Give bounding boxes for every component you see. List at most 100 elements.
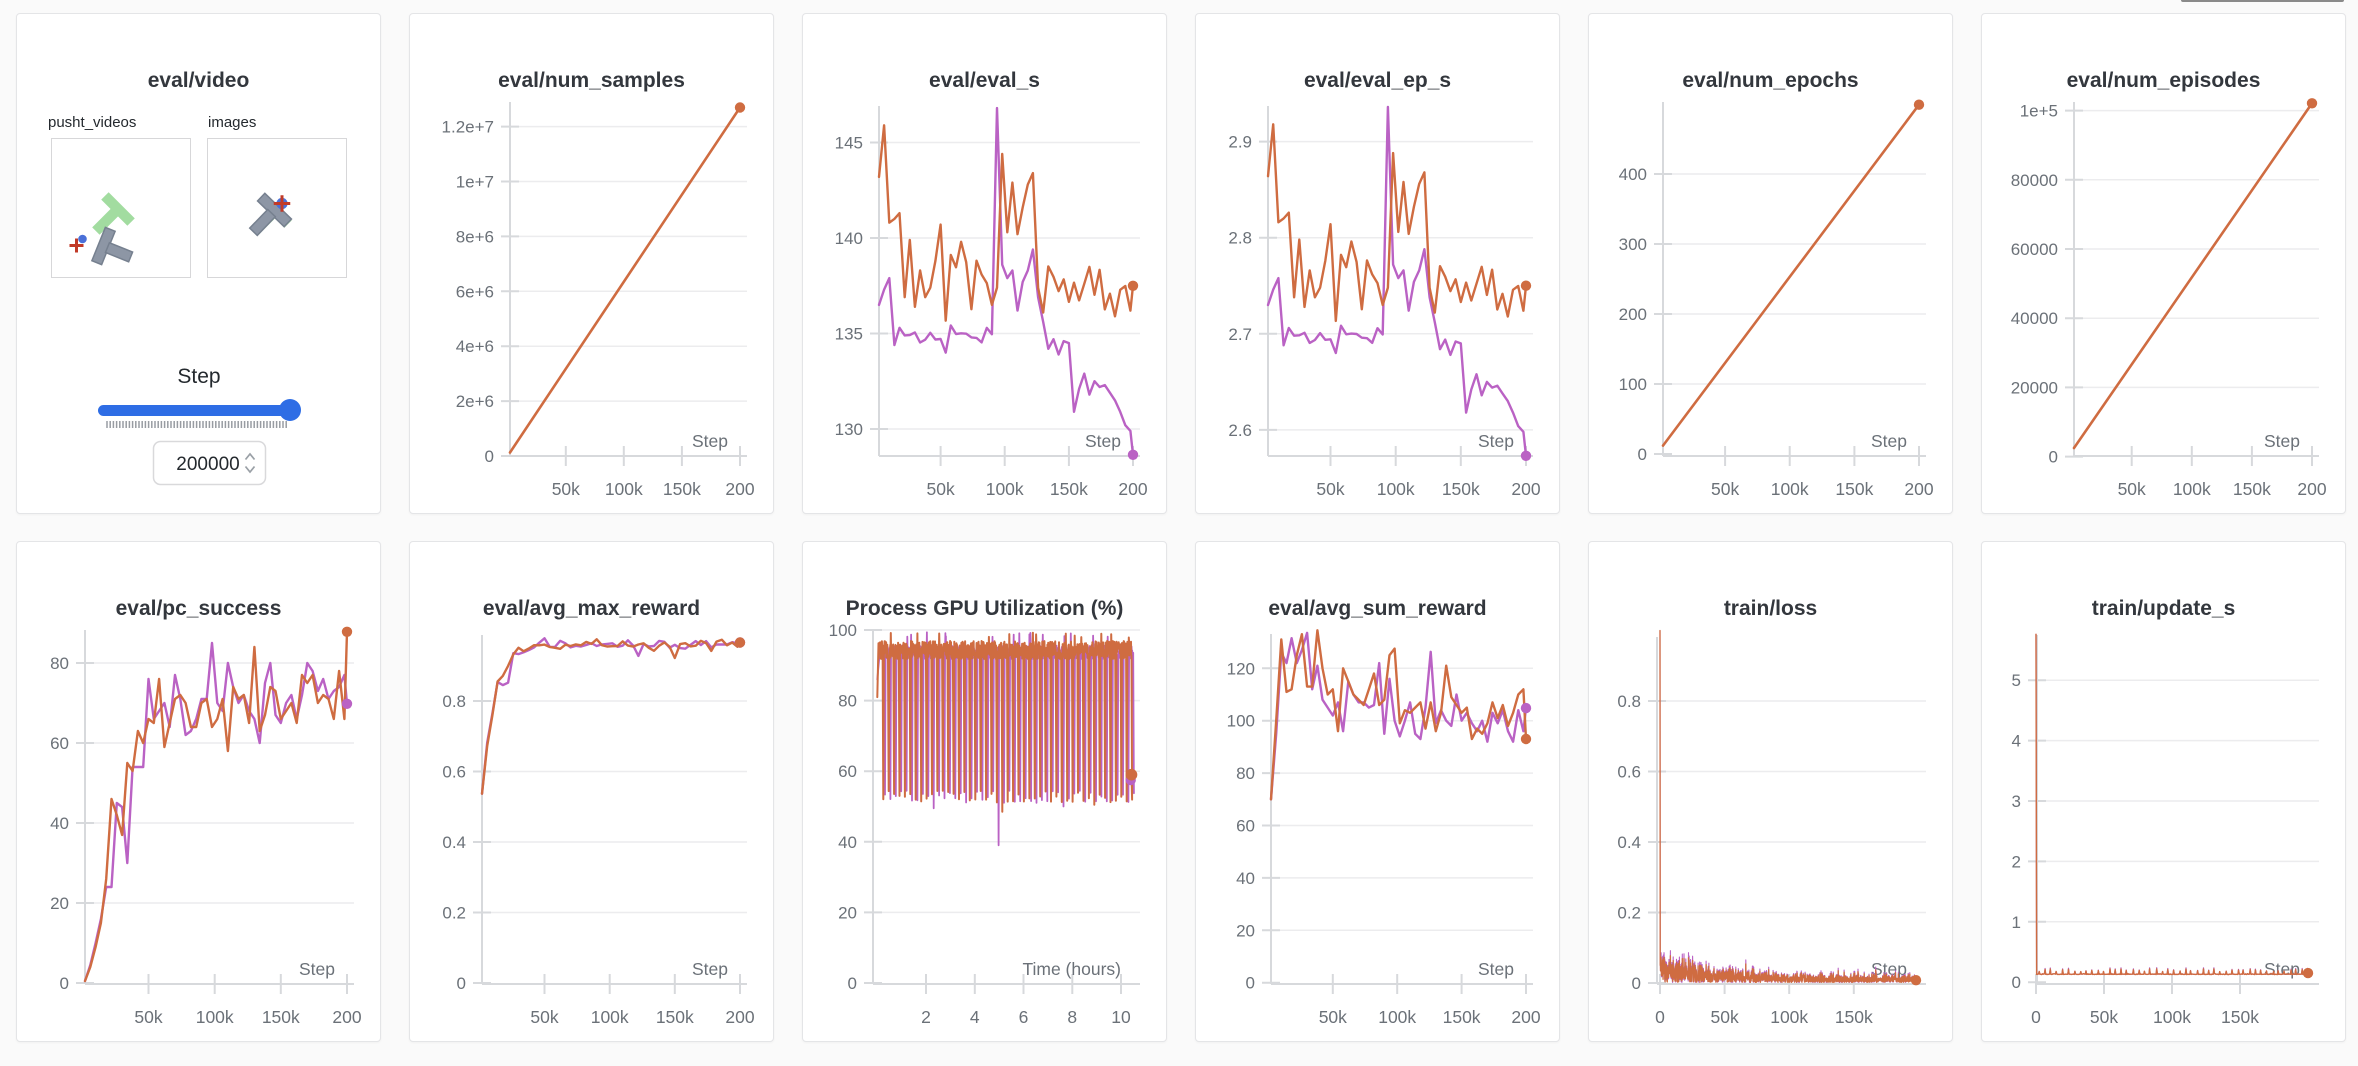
svg-text:0: 0	[1638, 445, 1647, 464]
svg-text:0.4: 0.4	[1617, 833, 1641, 852]
svg-text:0: 0	[1632, 974, 1641, 993]
svg-text:5: 5	[2012, 671, 2021, 690]
svg-text:145: 145	[835, 134, 863, 153]
svg-text:8e+6: 8e+6	[456, 227, 494, 246]
svg-text:Step: Step	[2264, 431, 2300, 451]
svg-text:1e+7: 1e+7	[456, 173, 494, 192]
svg-text:150k: 150k	[262, 1007, 300, 1027]
svg-text:images: images	[208, 114, 256, 131]
svg-text:100k: 100k	[591, 1007, 629, 1027]
svg-text:50k: 50k	[1319, 1007, 1347, 1027]
svg-text:200: 200	[725, 1007, 754, 1027]
svg-text:0.2: 0.2	[1617, 904, 1641, 923]
svg-text:6: 6	[1019, 1007, 1029, 1027]
svg-text:60: 60	[838, 762, 857, 781]
svg-text:0: 0	[457, 974, 466, 993]
svg-text:3: 3	[2012, 792, 2021, 811]
svg-text:50k: 50k	[552, 479, 580, 499]
svg-text:100k: 100k	[986, 479, 1024, 499]
svg-text:Step: Step	[692, 431, 728, 451]
svg-text:8: 8	[1067, 1007, 1077, 1027]
svg-text:1.2e+7: 1.2e+7	[442, 118, 494, 137]
svg-text:100k: 100k	[1378, 1007, 1416, 1027]
svg-text:Process GPU Utilization (%): Process GPU Utilization (%)	[846, 597, 1124, 620]
svg-text:80: 80	[50, 654, 69, 673]
svg-text:100k: 100k	[2173, 479, 2211, 499]
svg-text:50k: 50k	[2090, 1007, 2118, 1027]
svg-text:Step: Step	[692, 959, 728, 979]
svg-text:0.4: 0.4	[442, 833, 466, 852]
svg-text:150k: 150k	[1835, 1007, 1873, 1027]
svg-text:40: 40	[50, 814, 69, 833]
svg-text:train/loss: train/loss	[1724, 597, 1817, 620]
svg-text:0: 0	[2049, 448, 2058, 467]
svg-text:20: 20	[838, 903, 857, 922]
svg-text:150k: 150k	[1442, 479, 1480, 499]
svg-text:pusht_videos: pusht_videos	[48, 114, 136, 131]
svg-text:80000: 80000	[2011, 171, 2058, 190]
svg-text:40: 40	[838, 833, 857, 852]
svg-text:150k: 150k	[1050, 479, 1088, 499]
svg-text:2.7: 2.7	[1228, 325, 1252, 344]
svg-text:130: 130	[835, 420, 863, 439]
svg-text:100k: 100k	[1771, 479, 1809, 499]
svg-text:100: 100	[829, 621, 857, 640]
svg-text:eval/eval_s: eval/eval_s	[929, 69, 1040, 92]
svg-text:1e+5: 1e+5	[2020, 102, 2058, 121]
svg-text:50k: 50k	[530, 1007, 558, 1027]
svg-text:Step: Step	[299, 959, 335, 979]
svg-text:4e+6: 4e+6	[456, 337, 494, 356]
svg-text:50k: 50k	[926, 479, 954, 499]
svg-text:0: 0	[2031, 1007, 2041, 1027]
svg-text:0.6: 0.6	[442, 763, 466, 782]
svg-text:100k: 100k	[1770, 1007, 1808, 1027]
svg-text:200: 200	[1118, 479, 1147, 499]
svg-text:6e+6: 6e+6	[456, 282, 494, 301]
svg-text:150k: 150k	[663, 479, 701, 499]
svg-text:50k: 50k	[1710, 1007, 1738, 1027]
svg-text:eval/avg_max_reward: eval/avg_max_reward	[483, 597, 700, 620]
svg-text:Time (hours): Time (hours)	[1022, 959, 1121, 979]
svg-text:80: 80	[838, 692, 857, 711]
svg-text:200: 200	[725, 479, 754, 499]
svg-text:60000: 60000	[2011, 240, 2058, 259]
svg-text:200: 200	[2297, 479, 2326, 499]
svg-text:0.2: 0.2	[442, 904, 466, 923]
svg-text:100k: 100k	[1377, 479, 1415, 499]
svg-text:140: 140	[835, 229, 863, 248]
svg-text:100: 100	[1619, 375, 1647, 394]
svg-text:150k: 150k	[1835, 479, 1873, 499]
svg-text:120: 120	[1227, 659, 1255, 678]
svg-text:40: 40	[1236, 869, 1255, 888]
svg-text:0.8: 0.8	[1617, 692, 1641, 711]
svg-text:eval/num_samples: eval/num_samples	[498, 69, 685, 92]
svg-text:50k: 50k	[134, 1007, 162, 1027]
svg-text:20000: 20000	[2011, 378, 2058, 397]
svg-text:20: 20	[50, 894, 69, 913]
svg-text:4: 4	[970, 1007, 980, 1027]
svg-text:0: 0	[848, 974, 857, 993]
svg-text:100k: 100k	[196, 1007, 234, 1027]
svg-text:50k: 50k	[1711, 479, 1739, 499]
svg-text:400: 400	[1619, 165, 1647, 184]
svg-text:eval/num_epochs: eval/num_epochs	[1682, 69, 1858, 92]
svg-text:200: 200	[1511, 1007, 1540, 1027]
svg-text:2: 2	[2012, 852, 2021, 871]
svg-text:4: 4	[2012, 732, 2021, 751]
svg-text:0: 0	[60, 974, 69, 993]
svg-text:2.8: 2.8	[1228, 229, 1252, 248]
svg-text:200: 200	[332, 1007, 361, 1027]
svg-text:60: 60	[50, 734, 69, 753]
svg-text:100k: 100k	[2153, 1007, 2191, 1027]
svg-text:Step: Step	[1085, 431, 1121, 451]
svg-text:0: 0	[2012, 973, 2021, 992]
svg-text:0.8: 0.8	[442, 692, 466, 711]
svg-text:Step: Step	[1478, 431, 1514, 451]
svg-text:100: 100	[1227, 712, 1255, 731]
svg-text:20: 20	[1236, 921, 1255, 940]
svg-text:train/update_s: train/update_s	[2092, 597, 2236, 620]
svg-text:50k: 50k	[2118, 479, 2146, 499]
svg-text:eval/video: eval/video	[148, 69, 250, 92]
svg-text:150k: 150k	[2233, 479, 2271, 499]
svg-text:150k: 150k	[1443, 1007, 1481, 1027]
